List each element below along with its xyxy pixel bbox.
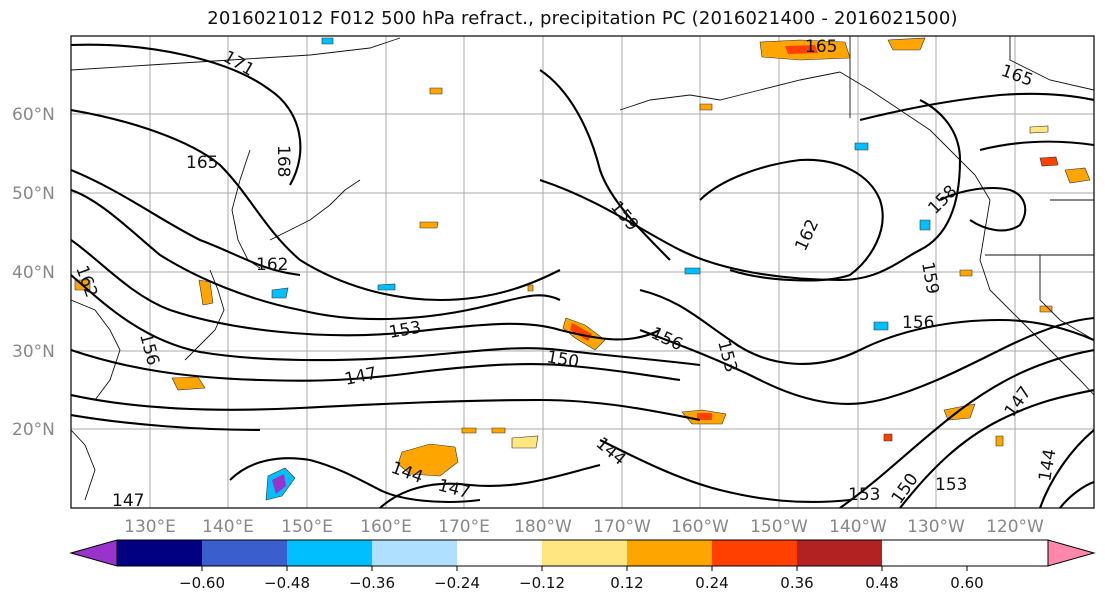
colorbar-segment xyxy=(287,540,372,566)
contour-label: 165 xyxy=(186,153,218,173)
colorbar-tick-label: −0.60 xyxy=(179,574,225,592)
colorbar-segment xyxy=(627,540,712,566)
colorbar-segment xyxy=(117,540,202,566)
colorbar-segment xyxy=(372,540,457,566)
contour-label: 162 xyxy=(256,255,288,275)
colorbar-tick-label: −0.36 xyxy=(349,574,395,592)
colorbar-tick-label: 0.24 xyxy=(695,574,728,592)
lon-label: 150°E xyxy=(281,517,333,537)
colorbar-tick-label: −0.48 xyxy=(264,574,310,592)
contours xyxy=(71,43,1094,508)
lon-label: 140°W xyxy=(829,517,887,537)
latitude-labels: 60°N 50°N 40°N 30°N 20°N xyxy=(12,105,55,440)
lat-label-40n: 40°N xyxy=(12,263,55,283)
contour-label: 165 xyxy=(805,37,837,57)
lon-label: 130°W xyxy=(907,517,965,537)
colorbar-segment xyxy=(797,540,882,566)
colorbar-segment xyxy=(542,540,627,566)
lon-label: 160°W xyxy=(671,517,729,537)
gridlines xyxy=(71,36,1094,508)
colorbar-tick-label: 0.36 xyxy=(780,574,813,592)
colorbar-ticks xyxy=(201,566,968,571)
lat-label-50n: 50°N xyxy=(12,184,55,204)
coastlines xyxy=(71,36,1094,501)
map-frame xyxy=(70,35,1095,509)
colorbar: −0.60 −0.48 −0.36 −0.24 −0.12 0.12 0.24 … xyxy=(69,539,1096,592)
lon-label: 180°W xyxy=(514,517,572,537)
colorbar-tick-label: 0.48 xyxy=(865,574,898,592)
lon-label: 120°W xyxy=(986,517,1044,537)
contour-label: 156 xyxy=(902,313,934,333)
lon-label: 150°W xyxy=(750,517,808,537)
colorbar-segment xyxy=(712,540,797,566)
lon-label: 130°E xyxy=(124,517,176,537)
lon-label: 170°E xyxy=(438,517,490,537)
longitude-labels: 130°E 140°E 150°E 160°E 170°E 180°W 170°… xyxy=(124,517,1044,537)
colorbar-segment xyxy=(202,540,287,566)
precip-patches xyxy=(74,37,1091,501)
contour-label: 147 xyxy=(112,491,144,511)
lon-label: 160°E xyxy=(360,517,412,537)
lat-label-60n: 60°N xyxy=(12,105,55,125)
lat-label-30n: 30°N xyxy=(12,342,55,362)
colorbar-extend-right xyxy=(1047,539,1096,567)
colorbar-tick-label: 0.12 xyxy=(610,574,643,592)
colorbar-extend-left xyxy=(69,539,118,567)
colorbar-tick-label: 0.60 xyxy=(950,574,983,592)
lon-label: 170°W xyxy=(593,517,651,537)
contour-label: 168 xyxy=(273,145,293,177)
lat-label-20n: 20°N xyxy=(12,420,55,440)
colorbar-tick-label: −0.12 xyxy=(519,574,565,592)
contour-label: 153 xyxy=(848,485,880,505)
map-title: 2016021012 F012 500 hPa refract., precip… xyxy=(207,8,958,29)
lon-label: 140°E xyxy=(202,517,254,537)
contour-label: 153 xyxy=(935,475,967,495)
colorbar-segment xyxy=(457,540,542,566)
colorbar-tick-label: −0.24 xyxy=(434,574,480,592)
